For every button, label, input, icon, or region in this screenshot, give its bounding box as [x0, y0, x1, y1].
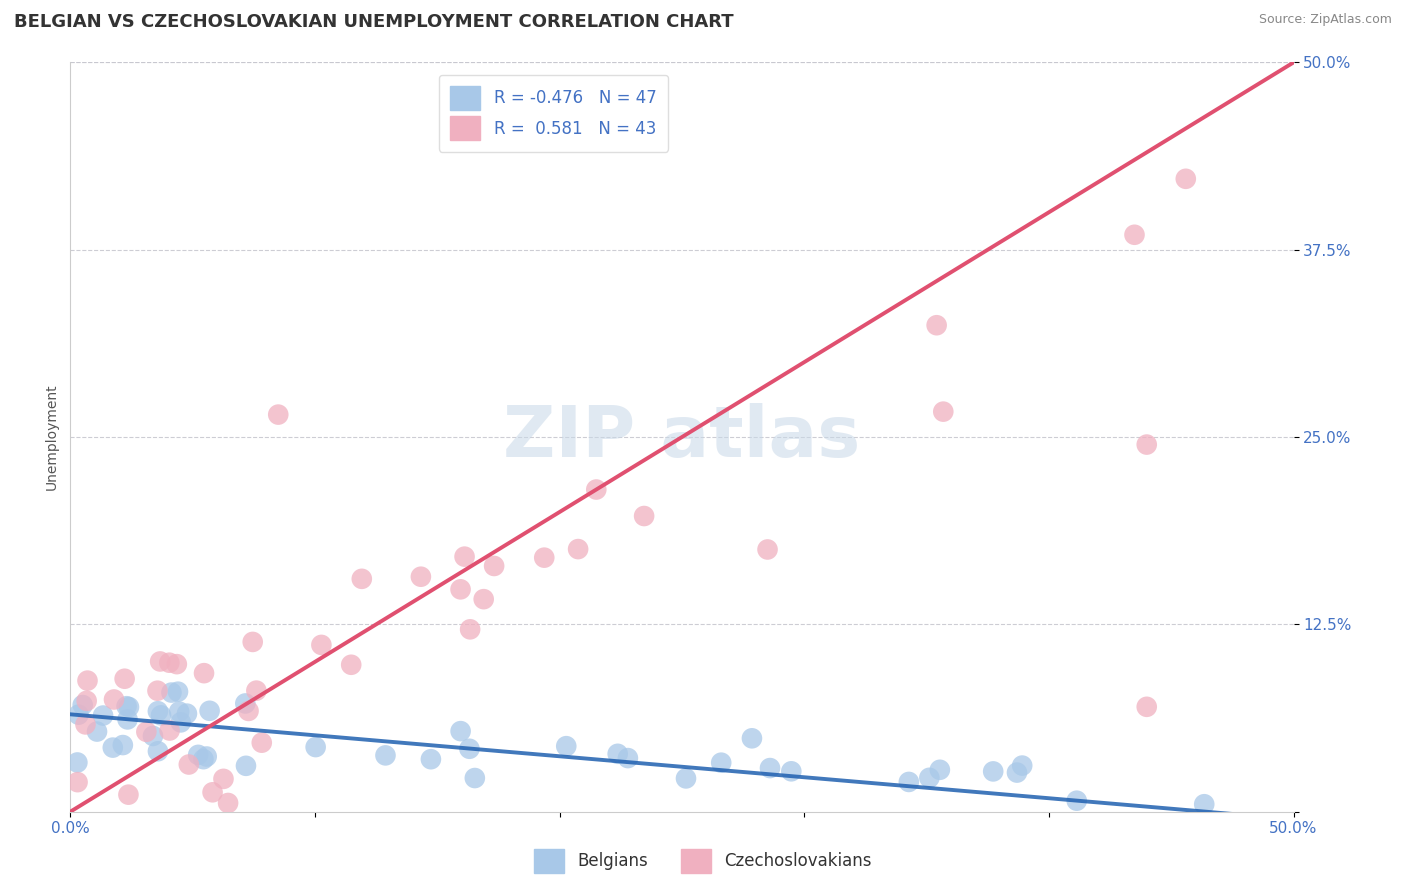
Point	[567, 542, 589, 557]
Point	[142, 729, 165, 743]
Point	[146, 683, 169, 698]
Point	[1005, 765, 1028, 780]
Point	[932, 404, 955, 418]
Point	[482, 558, 505, 573]
Point	[146, 744, 169, 758]
Point	[117, 788, 139, 802]
Point	[103, 692, 125, 706]
Point	[606, 747, 628, 761]
Point	[135, 724, 157, 739]
Legend: Belgians, Czechoslovakians: Belgians, Czechoslovakians	[527, 842, 879, 880]
Text: Source: ZipAtlas.com: Source: ZipAtlas.com	[1258, 13, 1392, 27]
Point	[472, 592, 495, 607]
Point	[633, 509, 655, 524]
Point	[350, 572, 373, 586]
Point	[756, 542, 779, 557]
Point	[160, 685, 183, 699]
Point	[187, 747, 209, 762]
Point	[340, 657, 363, 672]
Point	[86, 724, 108, 739]
Point	[710, 756, 733, 770]
Point	[233, 697, 256, 711]
Point	[311, 638, 333, 652]
Point	[555, 739, 578, 754]
Point	[167, 705, 190, 719]
Point	[374, 748, 396, 763]
Point	[166, 657, 188, 672]
Y-axis label: Unemployment: Unemployment	[45, 384, 59, 491]
Point	[453, 549, 475, 564]
Point	[897, 775, 920, 789]
Point	[245, 683, 267, 698]
Point	[198, 704, 221, 718]
Point	[238, 704, 260, 718]
Point	[450, 724, 472, 739]
Point	[111, 738, 134, 752]
Point	[117, 713, 139, 727]
Point	[149, 655, 172, 669]
Point	[918, 771, 941, 785]
Point	[925, 318, 948, 333]
Point	[66, 775, 89, 789]
Point	[146, 704, 169, 718]
Point	[780, 764, 803, 779]
Point	[76, 694, 98, 708]
Point	[157, 656, 180, 670]
Point	[759, 761, 782, 775]
Point	[193, 666, 215, 681]
Point	[981, 764, 1004, 779]
Point	[201, 785, 224, 799]
Point	[464, 771, 486, 785]
Point	[458, 623, 481, 637]
Point	[1136, 699, 1159, 714]
Point	[75, 717, 97, 731]
Point	[419, 752, 441, 766]
Point	[450, 582, 472, 597]
Text: BELGIAN VS CZECHOSLOVAKIAN UNEMPLOYMENT CORRELATION CHART: BELGIAN VS CZECHOSLOVAKIAN UNEMPLOYMENT …	[14, 13, 734, 31]
Point	[741, 731, 763, 746]
Point	[212, 772, 235, 786]
Point	[150, 708, 173, 723]
Point	[101, 740, 124, 755]
Point	[1192, 797, 1215, 812]
Point	[91, 708, 114, 723]
Point	[195, 749, 218, 764]
Point	[1066, 794, 1088, 808]
Point	[267, 408, 290, 422]
Point	[1123, 227, 1146, 242]
Point	[76, 673, 98, 688]
Text: ZIP atlas: ZIP atlas	[503, 402, 860, 472]
Point	[1011, 758, 1033, 772]
Point	[585, 483, 607, 497]
Point	[250, 736, 273, 750]
Point	[1136, 437, 1159, 451]
Point	[617, 751, 640, 765]
Point	[193, 752, 215, 766]
Point	[305, 740, 328, 755]
Point	[235, 759, 257, 773]
Point	[66, 756, 89, 770]
Point	[458, 741, 481, 756]
Point	[409, 570, 432, 584]
Point	[67, 707, 90, 722]
Point	[928, 763, 950, 777]
Point	[170, 715, 193, 730]
Point	[167, 684, 190, 698]
Point	[675, 772, 697, 786]
Point	[1174, 171, 1197, 186]
Point	[114, 672, 136, 686]
Legend: R = -0.476   N = 47, R =  0.581   N = 43: R = -0.476 N = 47, R = 0.581 N = 43	[439, 75, 668, 152]
Point	[159, 723, 181, 738]
Point	[533, 550, 555, 565]
Point	[177, 757, 200, 772]
Point	[115, 699, 138, 714]
Point	[242, 635, 264, 649]
Point	[217, 796, 239, 810]
Point	[118, 700, 141, 714]
Point	[176, 706, 198, 721]
Point	[72, 698, 94, 712]
